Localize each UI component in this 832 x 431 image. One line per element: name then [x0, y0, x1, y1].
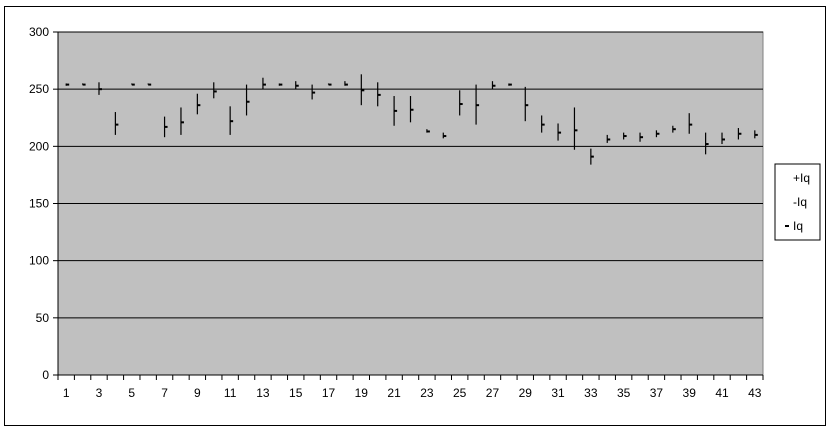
x-tick-label: 7 [161, 386, 168, 400]
x-tick-label: 13 [256, 386, 270, 400]
y-tick-label: 250 [29, 82, 49, 96]
x-tick-label: 41 [715, 386, 729, 400]
x-tick-label: 11 [224, 386, 237, 400]
x-tick-label: 29 [519, 386, 533, 400]
data-marks [65, 74, 758, 165]
legend-entry-label: -Iq [793, 195, 807, 209]
x-tick-label: 33 [584, 386, 598, 400]
x-tick-label: 19 [355, 386, 369, 400]
x-tick-label: 39 [683, 386, 697, 400]
legend-entry-label: Iq [793, 219, 803, 233]
x-tick-label: 1 [63, 386, 70, 400]
x-tick-label: 17 [322, 386, 336, 400]
x-tick-label: 31 [551, 386, 565, 400]
legend-box [774, 163, 821, 241]
x-tick-label: 37 [650, 386, 664, 400]
x-axis: 1 3 5 7 9 11 13 15 17 19 21 23 25 27 29 31 33 35 37 39 41 43 [57, 374, 764, 400]
x-tick-label: 9 [194, 386, 201, 400]
x-tick-label: 43 [748, 386, 762, 400]
y-tick-label: 50 [36, 311, 50, 325]
x-tick-label: 23 [420, 386, 434, 400]
x-tick-label: 3 [96, 386, 103, 400]
x-tick-label: 21 [387, 386, 401, 400]
x-tick-label: 35 [617, 386, 631, 400]
y-tick-label: 200 [29, 139, 49, 153]
y-tick-label: 150 [29, 197, 49, 211]
y-tick-label: 100 [29, 254, 49, 268]
x-tick-label: 25 [453, 386, 467, 400]
legend: +Iq -Iq Iq [774, 163, 821, 241]
gridlines [58, 31, 763, 319]
y-tick-label: 300 [29, 25, 49, 39]
legend-entry-label: +Iq [793, 171, 810, 185]
x-tick-label: 5 [128, 386, 135, 400]
y-tick-label: 0 [42, 368, 49, 382]
y-axis: 0 50 100 150 200 250 300 [29, 25, 59, 382]
x-tick-label: 15 [289, 386, 303, 400]
x-tick-label: 27 [486, 386, 500, 400]
